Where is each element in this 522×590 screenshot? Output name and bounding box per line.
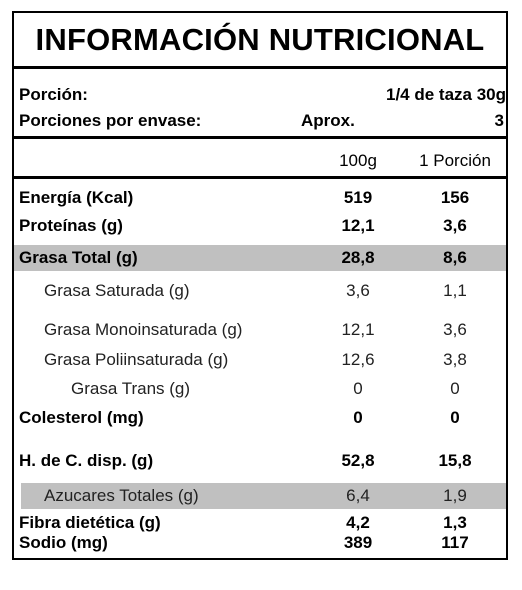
row-label: Grasa Poliinsaturada (g) (44, 350, 229, 369)
row-label: H. de C. disp. (g) (19, 451, 154, 470)
row-value-portion: 3,6 (443, 216, 467, 235)
row-value-100g: 3,6 (346, 281, 370, 300)
portion-value: 1/4 de taza 30g (385, 85, 506, 104)
title-divider (14, 66, 506, 69)
row-value-portion: 3,8 (443, 350, 467, 369)
per-package-label: Porciones por envase: (19, 111, 202, 130)
row-value-portion: 1,3 (443, 513, 467, 532)
per-package-value: 3 (494, 111, 504, 130)
row-value-portion: 1,9 (443, 486, 467, 505)
row-value-portion: 1,1 (443, 281, 467, 300)
row-value-100g: 6,4 (346, 486, 370, 505)
nutrition-label: INFORMACIÓN NUTRICIONAL Porción: 1/4 de … (12, 11, 508, 560)
row-label: Grasa Monoinsaturada (g) (44, 320, 243, 339)
row-label: Fibra dietética (g) (19, 513, 161, 532)
row-value-100g: 12,1 (341, 320, 375, 339)
row-value-portion: 0 (450, 379, 460, 398)
shade-grasa-total (14, 245, 506, 271)
portion-label: Porción: (19, 85, 88, 104)
row-label: Grasa Trans (g) (71, 379, 191, 398)
row-label: Azucares Totales (g) (44, 486, 199, 505)
row-label: Sodio (mg) (19, 533, 108, 552)
row-value-portion: 0 (450, 408, 460, 427)
row-value-100g: 0 (353, 408, 363, 427)
row-label: Colesterol (mg) (19, 408, 144, 427)
shade-azucares (21, 483, 506, 509)
row-value-100g: 519 (343, 188, 373, 207)
row-value-100g: 12,1 (341, 216, 375, 235)
row-value-portion: 117 (441, 533, 469, 552)
serving-divider (14, 136, 506, 139)
row-label: Grasa Saturada (g) (44, 281, 190, 300)
per-package-approx: Aprox. (301, 111, 355, 130)
row-label: Proteínas (g) (19, 216, 123, 235)
row-value-100g: 389 (343, 533, 373, 552)
row-value-100g: 0 (353, 379, 363, 398)
row-label: Energía (Kcal) (19, 188, 134, 207)
column-header-100g: 100g (339, 151, 377, 170)
row-value-100g: 4,2 (346, 513, 370, 532)
row-value-portion: 15,8 (438, 451, 472, 470)
row-value-100g: 28,8 (341, 248, 375, 267)
header-divider (14, 176, 506, 179)
row-value-portion: 3,6 (443, 320, 467, 339)
row-value-portion: 156 (440, 188, 470, 207)
column-header-portion: 1 Porción (419, 151, 491, 170)
row-value-portion: 8,6 (443, 248, 467, 267)
label-title: INFORMACIÓN NUTRICIONAL (35, 21, 485, 57)
row-value-100g: 12,6 (341, 350, 375, 369)
row-label: Grasa Total (g) (19, 248, 138, 267)
row-value-100g: 52,8 (341, 451, 375, 470)
